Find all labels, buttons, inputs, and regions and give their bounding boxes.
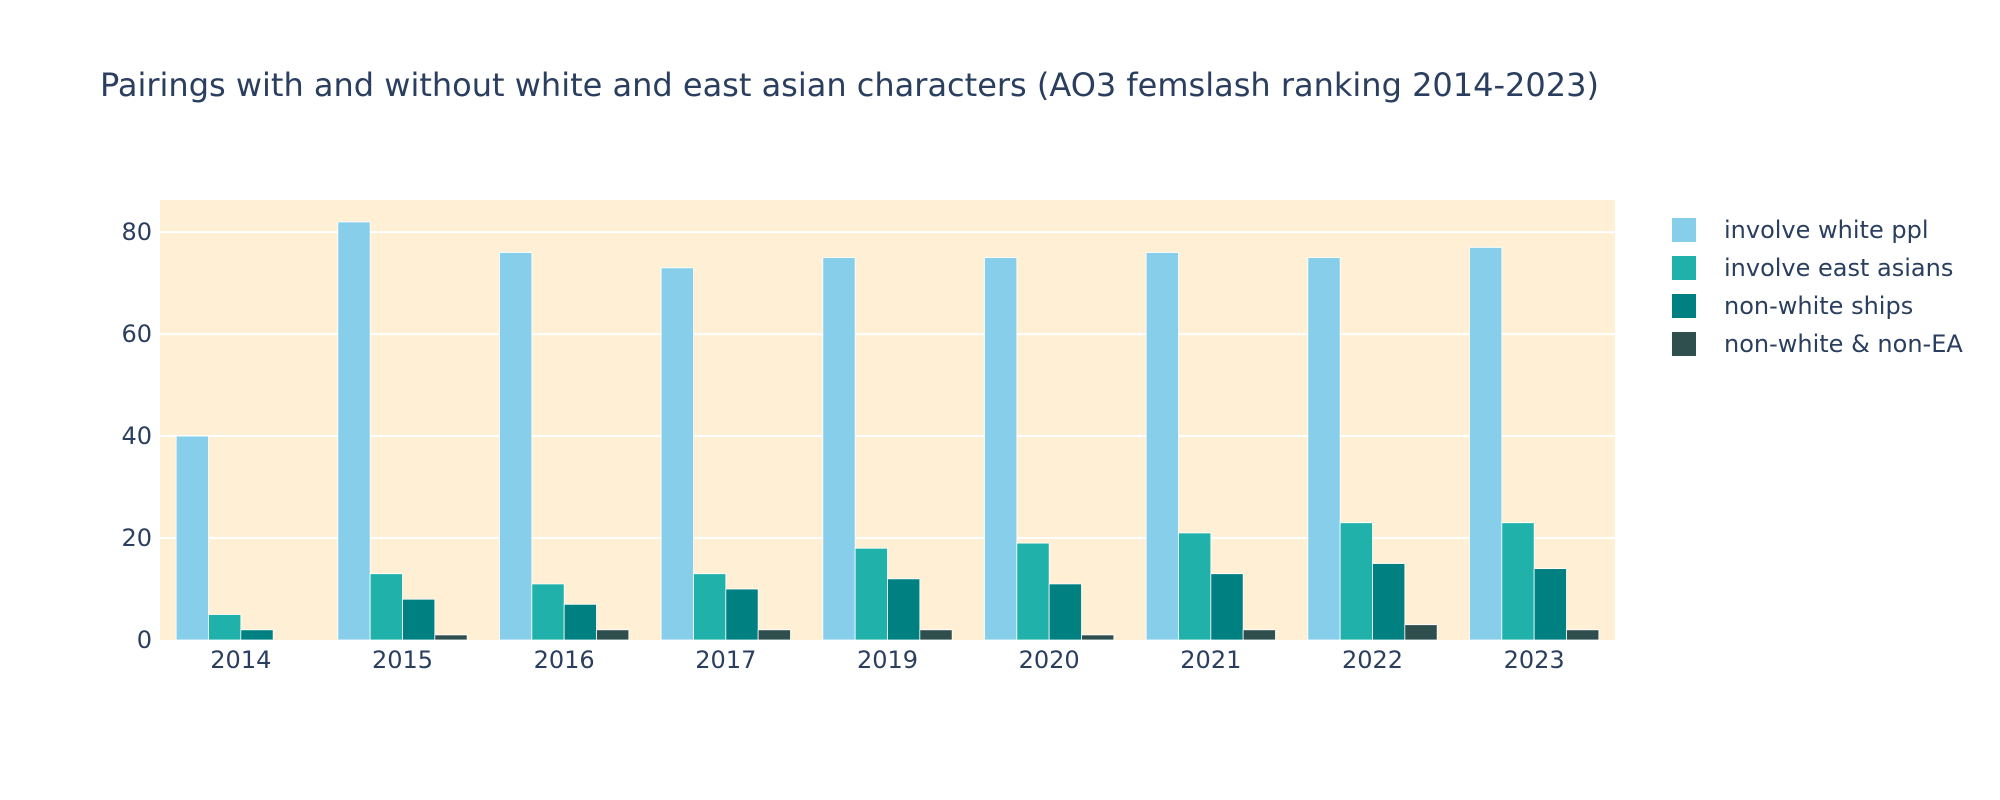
legend-label: non-white & non-EA [1724,330,1963,358]
x-axis: 2014 2015 2016 2017 2019 2020 2021 2022 2023 [210,646,1564,674]
y-tick-label: 80 [121,218,152,246]
y-tick-label: 20 [121,524,152,552]
bar [1339,522,1373,641]
bars [175,221,1600,641]
bar [1501,522,1535,641]
bar [1372,563,1406,641]
legend-item[interactable]: involve east asians [1672,254,1953,282]
x-tick-label: 2021 [1180,646,1241,674]
x-tick-label: 2019 [857,646,918,674]
legend-label: non-white ships [1724,292,1913,320]
x-tick-label: 2017 [695,646,756,674]
bar [1533,568,1567,641]
bar [1469,247,1503,641]
bar [596,629,630,641]
bar [757,629,791,641]
bar [693,573,727,641]
bar [822,257,856,641]
legend-label: involve east asians [1724,254,1953,282]
bar [1566,629,1600,641]
y-axis: 0 20 40 60 80 [121,218,152,654]
legend-swatch [1672,294,1696,318]
legend-swatch [1672,332,1696,356]
bar [1210,573,1244,641]
legend-item[interactable]: involve white ppl [1672,216,1928,244]
bar [434,634,468,641]
bar [1404,624,1438,641]
x-tick-label: 2023 [1504,646,1565,674]
bar [208,614,242,641]
bar [1242,629,1276,641]
legend-item[interactable]: non-white ships [1672,292,1913,320]
bar [984,257,1018,641]
bar [1145,252,1179,641]
bar [660,267,694,641]
y-tick-label: 60 [121,320,152,348]
bar [725,588,759,641]
bar [369,573,403,641]
chart-title: Pairings with and without white and east… [100,66,1599,104]
bar [1178,532,1212,641]
bar [919,629,953,641]
bar [531,583,565,641]
x-tick-label: 2016 [534,646,595,674]
bar [887,578,921,641]
bar [175,435,209,641]
x-tick-label: 2014 [210,646,271,674]
y-tick-label: 0 [137,626,152,654]
legend-swatch [1672,256,1696,280]
bar [337,221,371,641]
bar [240,629,274,641]
bar [402,598,436,641]
bar [499,252,533,641]
y-tick-label: 40 [121,422,152,450]
bar [563,603,597,641]
legend-label: involve white ppl [1724,216,1928,244]
bar [1016,542,1050,641]
legend-swatch [1672,218,1696,242]
legend[interactable]: involve white ppl involve east asians non-… [1672,216,1963,358]
legend-item[interactable]: non-white & non-EA [1672,330,1963,358]
x-tick-label: 2020 [1019,646,1080,674]
bar [1048,583,1082,641]
x-tick-label: 2022 [1342,646,1403,674]
x-tick-label: 2015 [372,646,433,674]
bar [1081,634,1115,641]
bar [854,547,888,641]
bar [1307,257,1341,641]
